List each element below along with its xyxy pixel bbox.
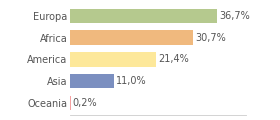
Text: 36,7%: 36,7% — [219, 11, 250, 21]
Bar — [70, 30, 193, 45]
Text: 11,0%: 11,0% — [116, 76, 147, 86]
Bar — [70, 74, 114, 88]
Text: 0,2%: 0,2% — [73, 98, 97, 108]
Bar — [70, 96, 71, 110]
Text: 30,7%: 30,7% — [195, 33, 226, 42]
Bar — [70, 9, 217, 23]
Bar — [70, 52, 156, 66]
Text: 21,4%: 21,4% — [158, 54, 188, 64]
